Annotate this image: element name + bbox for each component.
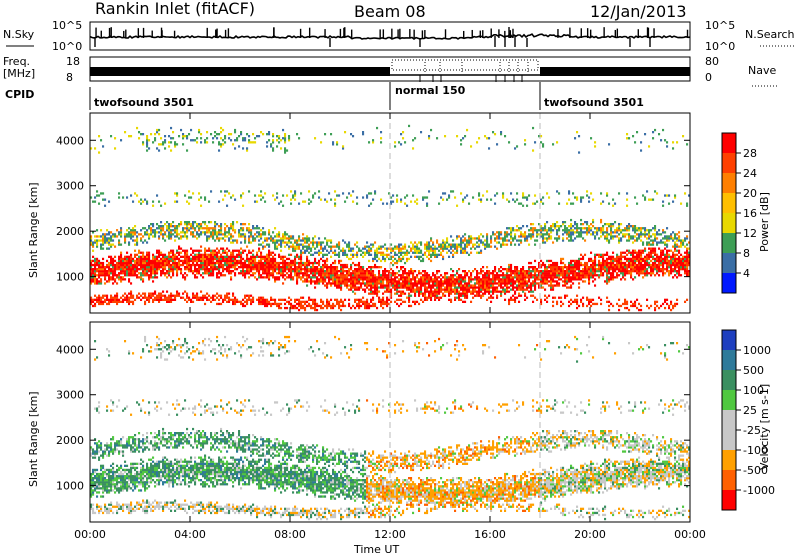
colorbar-tick-label: 1000 <box>743 344 771 357</box>
nsky-label: N.Sky <box>3 28 35 41</box>
colorbar-swatch <box>722 430 736 451</box>
colorbar-swatch <box>722 490 736 511</box>
colorbar-swatch <box>722 153 736 174</box>
colorbar-swatch <box>722 330 736 351</box>
colorbar-swatch <box>722 470 736 491</box>
colorbar-swatch <box>722 370 736 391</box>
title: Rankin Inlet (fitACF) <box>95 0 255 18</box>
nave-label: Nave <box>748 64 776 77</box>
power-data <box>90 113 691 313</box>
cpid-segment-2: twofsound 3501 <box>544 96 644 109</box>
colorbar-tick-label: 28 <box>743 147 757 160</box>
nsearch-tick-bottom: 10^0 <box>705 40 735 53</box>
cpid-label: CPID <box>5 88 34 101</box>
colorbar-swatch <box>722 213 736 234</box>
x-axis-label: Time UT <box>353 543 399 554</box>
nsearch-tick-top: 10^5 <box>705 19 735 32</box>
colorbar-tick-label: 4 <box>743 267 750 280</box>
colorbar-tick-label: -25 <box>743 424 761 437</box>
colorbar-tick-label: 500 <box>743 364 764 377</box>
nave-tick-top: 80 <box>705 55 719 68</box>
noise-spikes <box>94 27 689 47</box>
x-tick-label: 20:00 <box>574 528 606 541</box>
colorbar-tick-label: 20 <box>743 187 757 200</box>
y-tick-label: 1000 <box>56 271 84 284</box>
x-tick-label: 12:00 <box>374 528 406 541</box>
freq-label: Freq. <box>3 55 30 68</box>
colorbar-tick-label: 16 <box>743 207 757 220</box>
nsearch-label: N.Search <box>745 28 795 41</box>
colorbar-swatch <box>722 450 736 471</box>
noise-panel-frame <box>89 21 691 51</box>
freq-tick-bottom: 8 <box>66 71 73 84</box>
y-tick-label: 4000 <box>56 134 84 147</box>
colorbar-swatch <box>722 133 736 154</box>
colorbar-tick-label: -100 <box>743 444 768 457</box>
colorbar-swatch <box>722 350 736 371</box>
colorbar-tick-label: 8 <box>743 247 750 260</box>
power-colorbar: 28 24 20 16 12 8 4 <box>721 132 757 294</box>
colorbar-swatch <box>722 390 736 411</box>
y-tick-label: 3000 <box>56 180 84 193</box>
velocity-data <box>90 322 691 522</box>
colorbar-swatch <box>722 273 736 294</box>
freq-tick-top: 18 <box>66 55 80 68</box>
colorbar-tick-label: 12 <box>743 227 757 240</box>
y-tick-label: 3000 <box>56 389 84 402</box>
freq-series <box>90 59 690 82</box>
x-tick-label: 16:00 <box>474 528 506 541</box>
y-tick-label: 2000 <box>56 225 84 238</box>
colorbar-swatch <box>722 193 736 214</box>
colorbar-tick-label: 25 <box>743 404 757 417</box>
colorbar-tick-label: 24 <box>743 167 757 180</box>
x-tick-label: 04:00 <box>174 528 206 541</box>
power-colorbar-label: Power [dB] <box>758 192 771 252</box>
nsky-tick-bottom: 10^0 <box>52 40 82 53</box>
y-tick-label: 4000 <box>56 343 84 356</box>
x-tick-label: 08:00 <box>274 528 306 541</box>
y-tick-label: 1000 <box>56 480 84 493</box>
x-tick-label: 00:00 <box>74 528 106 541</box>
nsky-series <box>89 32 691 40</box>
colorbar-swatch <box>722 253 736 274</box>
date-label: 12/Jan/2013 <box>590 2 687 21</box>
colorbar-swatch <box>722 233 736 254</box>
velocity-colorbar-label: Velocity [m s-1] <box>758 384 771 470</box>
cpid-segment-1: normal 150 <box>395 84 466 97</box>
y-tick-label: 2000 <box>56 434 84 447</box>
x-tick-label: 00:00 <box>674 528 706 541</box>
colorbar-swatch <box>722 173 736 194</box>
nsky-tick-top: 10^5 <box>52 19 82 32</box>
freq-unit-label: [MHz] <box>3 67 35 80</box>
x-axis: 00:00 04:00 08:00 12:00 16:00 20:00 00:00 <box>74 113 706 541</box>
beam-label: Beam 08 <box>354 2 426 21</box>
colorbar-swatch <box>722 410 736 431</box>
power-axis: 1000 2000 3000 4000 <box>56 134 690 284</box>
nave-tick-bottom: 0 <box>705 71 712 84</box>
velocity-ylabel: Slant Range [km] <box>27 391 40 487</box>
velocity-colorbar: 1000 500 100 25 -25 -100 -500 -1000 <box>721 329 775 511</box>
cpid-segment-0: twofsound 3501 <box>94 96 194 109</box>
velocity-axis: 1000 2000 3000 4000 <box>56 343 690 493</box>
colorbar-tick-label: -500 <box>743 464 768 477</box>
colorbar-tick-label: -1000 <box>743 484 775 497</box>
power-ylabel: Slant Range [km] <box>27 182 40 278</box>
colorbar-tick-label: 100 <box>743 384 764 397</box>
